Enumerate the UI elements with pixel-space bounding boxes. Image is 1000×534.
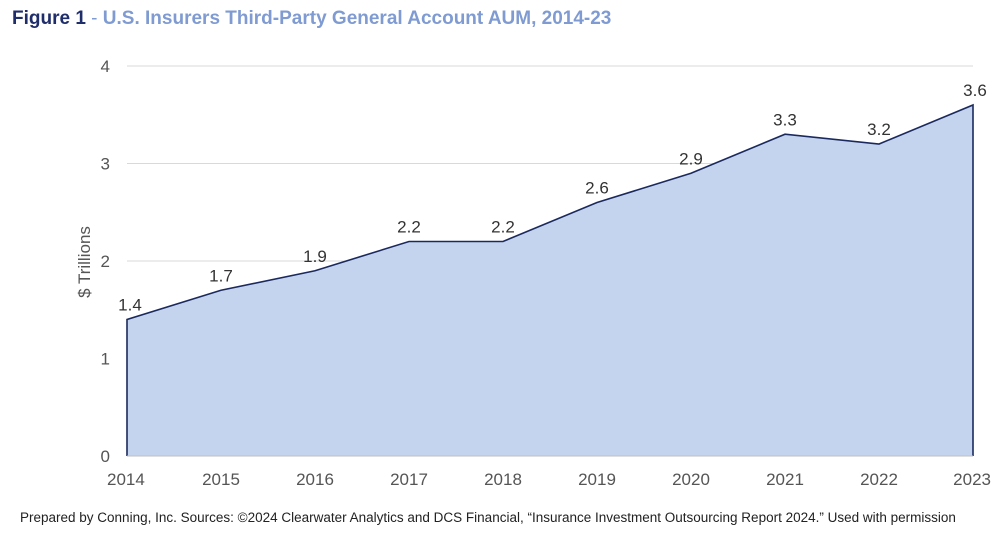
data-label: 1.9 (303, 247, 327, 266)
data-label: 2.9 (679, 149, 703, 168)
source-note: Prepared by Conning, Inc. Sources: ©2024… (20, 510, 956, 525)
data-label: 3.3 (773, 110, 797, 129)
data-label: 2.6 (585, 179, 609, 198)
x-axis-ticks: 2014 2015 2016 2017 2018 2019 2020 2021 2022 2023 (107, 470, 991, 489)
x-tick-label: 2018 (484, 470, 522, 489)
area-series (126, 103, 974, 457)
y-tick-label: 0 (101, 447, 110, 466)
x-tick-label: 2023 (953, 470, 991, 489)
data-label: 2.2 (491, 218, 515, 237)
x-tick-label: 2017 (390, 470, 428, 489)
figure-label: Figure 1 (12, 8, 86, 29)
area-fill (127, 105, 973, 456)
x-tick-label: 2020 (672, 470, 710, 489)
data-label: 1.7 (209, 266, 233, 285)
x-tick-label: 2022 (860, 470, 898, 489)
x-tick-label: 2016 (296, 470, 334, 489)
title-separator: - (85, 8, 103, 29)
data-label: 3.6 (963, 81, 987, 100)
chart-subtitle: U.S. Insurers Third-Party General Accoun… (102, 8, 612, 29)
x-tick-label: 2019 (578, 470, 616, 489)
data-label: 3.2 (867, 120, 891, 139)
data-label: 2.2 (397, 218, 421, 237)
data-label: 1.4 (118, 296, 142, 315)
x-tick-label: 2021 (766, 470, 804, 489)
x-tick-label: 2014 (107, 470, 145, 489)
data-labels: 1.4 1.7 1.9 2.2 2.2 2.6 2.9 3.3 3.2 3.6 (118, 81, 987, 315)
series-line (126, 103, 974, 456)
chart-title: Figure 1 - U.S. Insurers Third-Party Gen… (12, 8, 611, 30)
y-axis-ticks: 0 1 2 3 4 (101, 57, 110, 466)
x-tick-label: 2015 (202, 470, 240, 489)
y-tick-label: 4 (101, 57, 110, 76)
y-axis-label: $ Trillions (75, 226, 94, 298)
y-tick-label: 2 (101, 252, 110, 271)
y-tick-label: 3 (101, 155, 110, 174)
y-tick-label: 1 (101, 350, 110, 369)
